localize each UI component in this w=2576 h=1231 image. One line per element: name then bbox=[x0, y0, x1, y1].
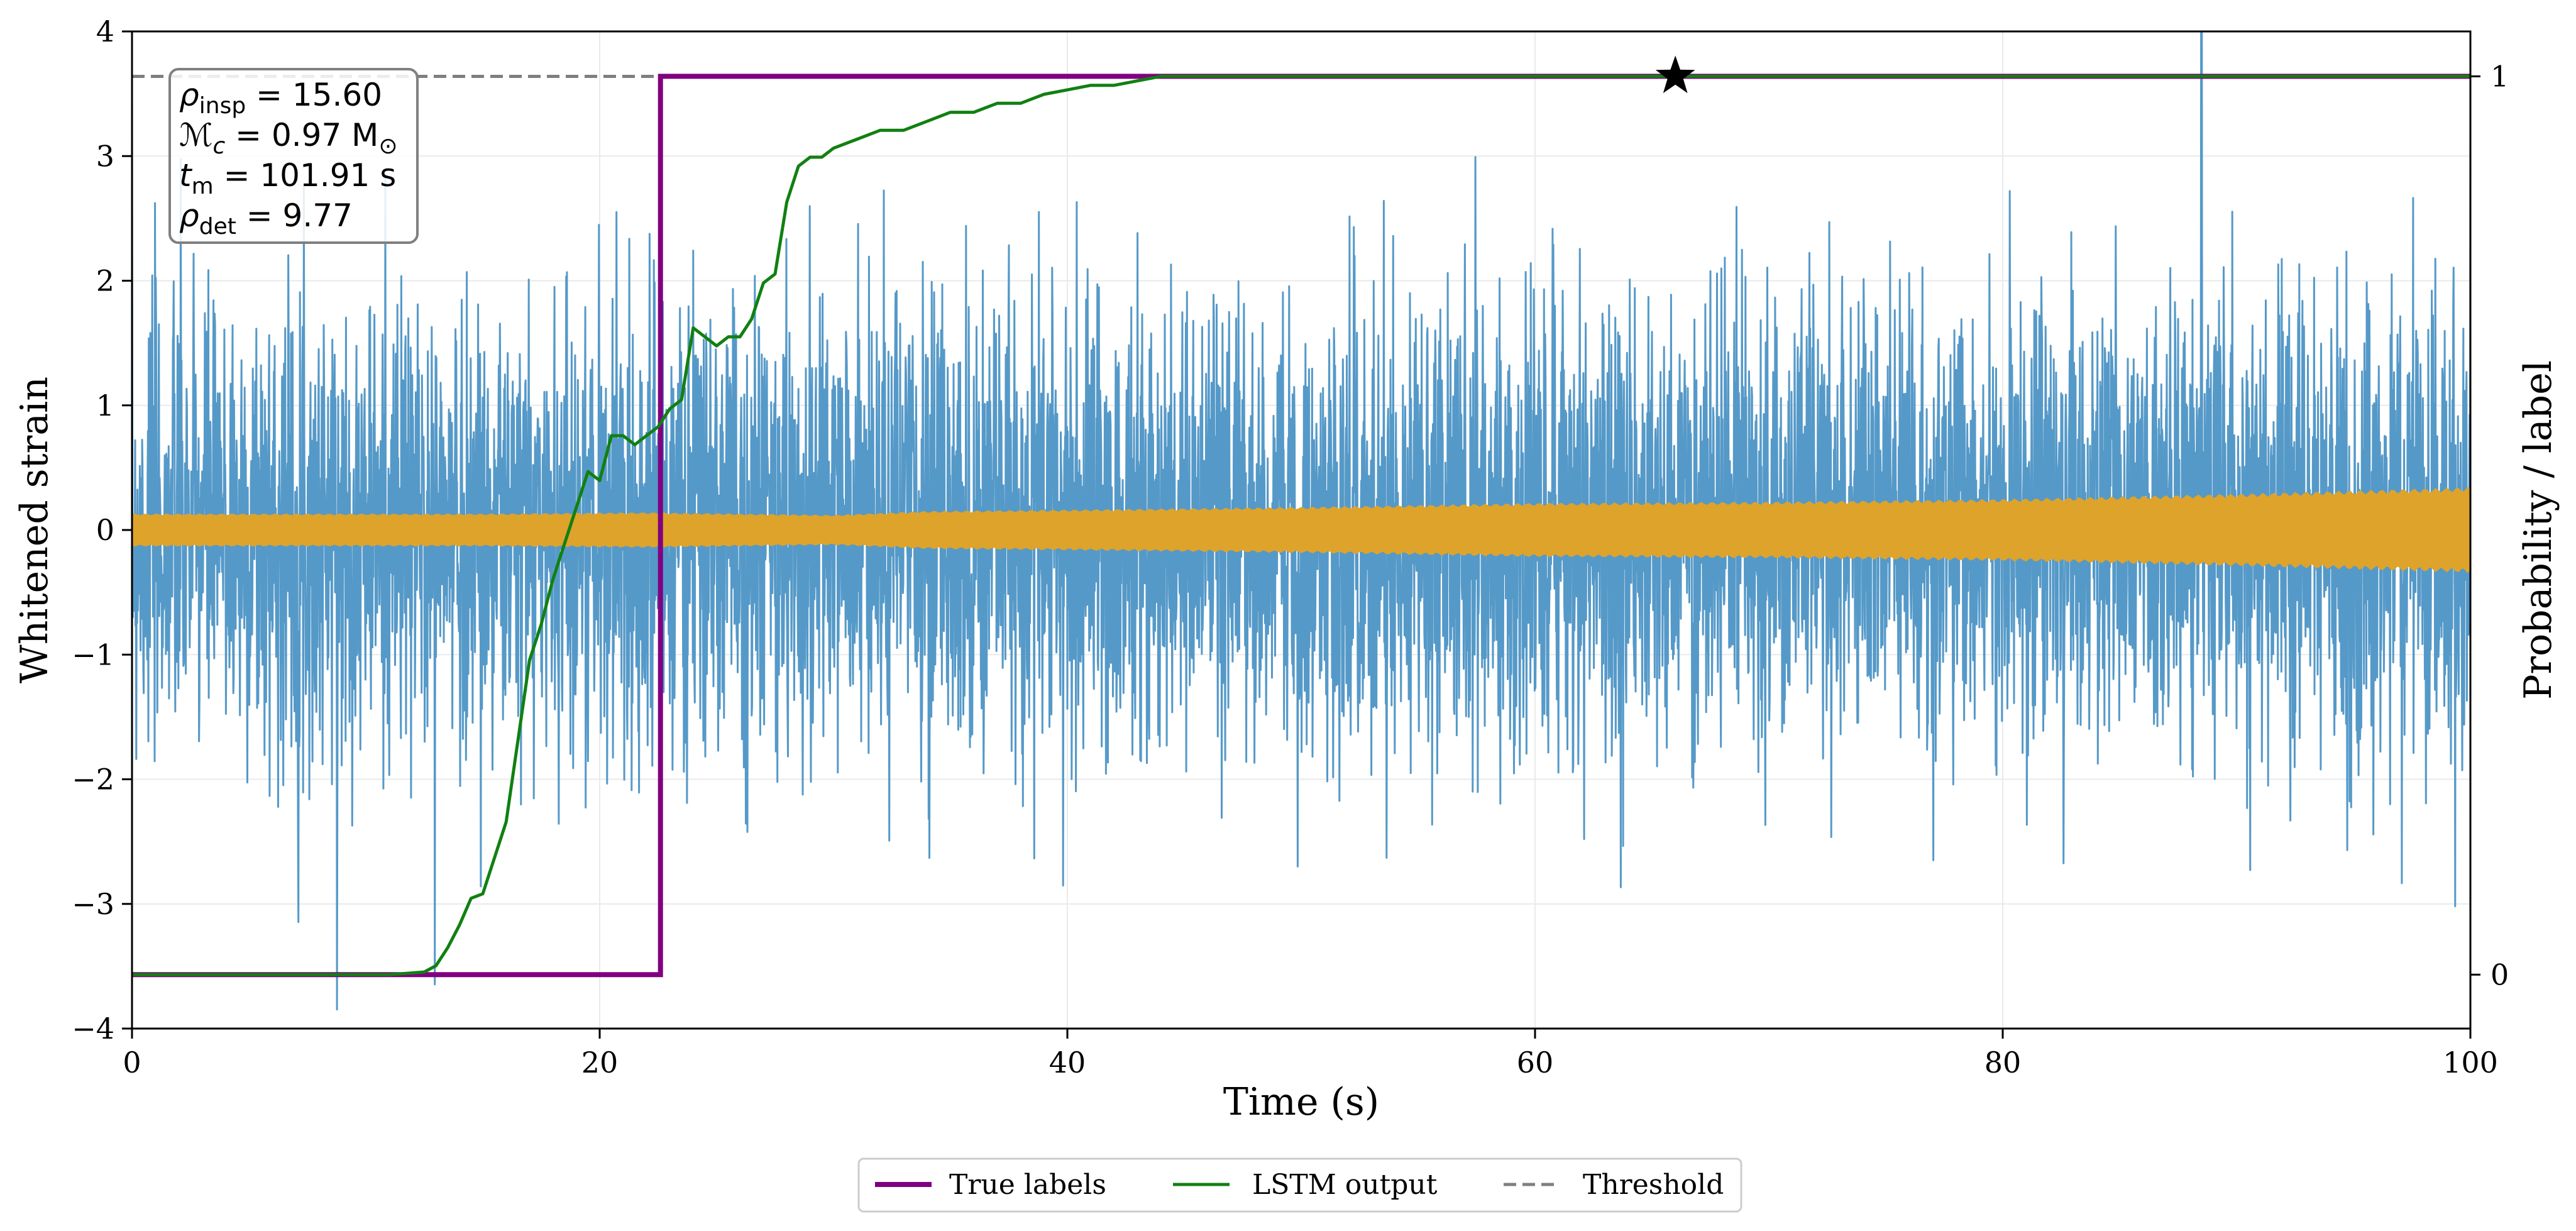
legend-label-true-labels: True labels bbox=[949, 1169, 1106, 1201]
y-left-tick-label: −2 bbox=[72, 763, 114, 797]
x-tick-label: 20 bbox=[581, 1046, 619, 1079]
detection-star-marker bbox=[1655, 55, 1695, 94]
legend-label-lstm-output: LSTM output bbox=[1252, 1169, 1438, 1201]
signal-series bbox=[132, 487, 2470, 573]
info-box: ρinsp = 15.60 ℳc = 0.97 M⊙ tm = 101.91 s… bbox=[168, 68, 419, 244]
lstm-output-line bbox=[132, 74, 2470, 976]
strain-line bbox=[132, 31, 2470, 1011]
y-left-tick-label: 1 bbox=[96, 389, 114, 422]
legend-label-threshold: Threshold bbox=[1583, 1169, 1724, 1201]
y-axis-left-label: Whitened strain bbox=[13, 377, 57, 683]
y-left-tick-label: 4 bbox=[96, 14, 114, 48]
y-left-tick-label: 3 bbox=[96, 139, 114, 173]
info-merger-time: tm = 101.91 s bbox=[179, 157, 396, 199]
info-rho-insp: ρinsp = 15.60 bbox=[179, 77, 382, 119]
lstm-output-curve bbox=[132, 74, 2470, 976]
star-marker bbox=[1655, 55, 1695, 94]
x-axis-label: Time (s) bbox=[1223, 1080, 1379, 1124]
x-tick-label: 100 bbox=[2443, 1046, 2498, 1079]
signal-band bbox=[132, 487, 2470, 573]
info-box-frame bbox=[168, 68, 419, 244]
legend-frame bbox=[857, 1157, 1742, 1213]
y-left-tick-label: 0 bbox=[96, 513, 114, 547]
x-tick-label: 0 bbox=[123, 1046, 141, 1079]
y-axis-right-ticks: 10 bbox=[2470, 59, 2509, 991]
y-right-tick-label: 0 bbox=[2491, 958, 2509, 991]
x-axis-ticks: 0 20 40 60 80 100 bbox=[123, 1029, 2498, 1079]
y-right-tick-label: 1 bbox=[2491, 59, 2509, 93]
y-axis-left-ticks: 4 3 2 1 0 −1 −2 −3 −4 bbox=[72, 14, 132, 1046]
y-left-tick-label: 2 bbox=[96, 264, 114, 298]
info-rho-det: ρdet = 9.77 bbox=[179, 197, 353, 240]
x-tick-label: 60 bbox=[1517, 1046, 1554, 1079]
y-left-tick-label: −3 bbox=[72, 887, 114, 921]
legend: True labels LSTM output Threshold bbox=[857, 1157, 1742, 1213]
x-tick-label: 40 bbox=[1049, 1046, 1086, 1079]
strain-series bbox=[132, 31, 2470, 1011]
y-left-tick-label: −1 bbox=[72, 638, 114, 671]
y-axis-right-label: Probability / label bbox=[2516, 360, 2560, 700]
y-left-tick-label: −4 bbox=[72, 1012, 114, 1046]
x-tick-label: 80 bbox=[1984, 1046, 2022, 1079]
info-chirp-mass: ℳc = 0.97 M⊙ bbox=[179, 117, 397, 159]
